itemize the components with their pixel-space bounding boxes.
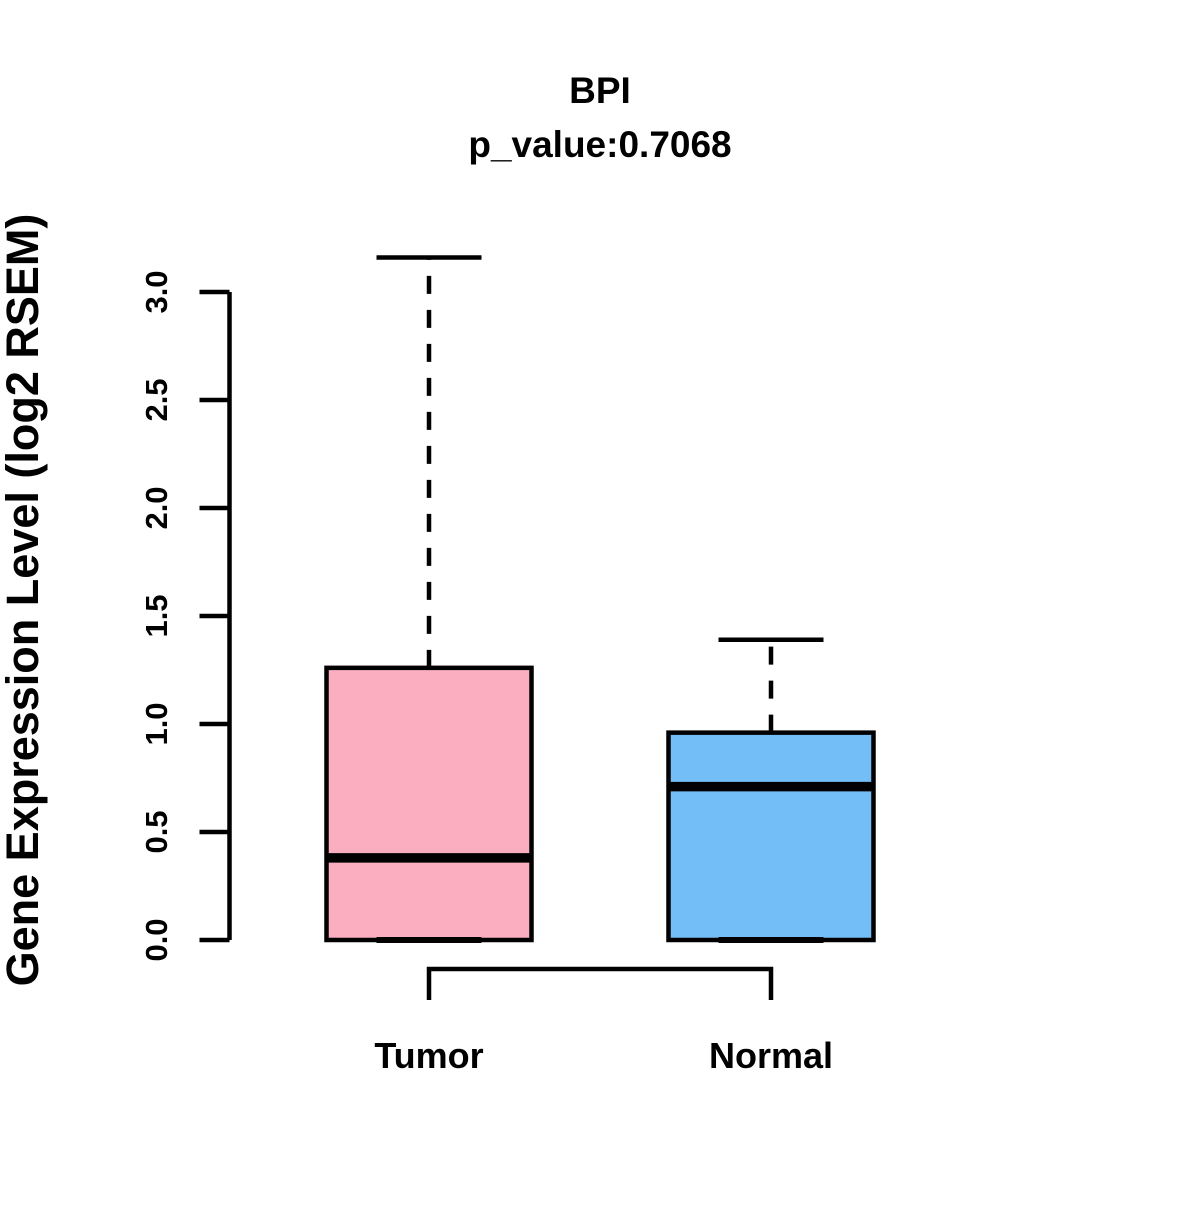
y-tick-label: 3.0 <box>139 270 174 313</box>
iqr-box <box>666 730 876 943</box>
x-axis <box>426 966 774 1000</box>
x-category-labels: Tumor Normal <box>374 1035 833 1076</box>
x-category-label: Tumor <box>374 1035 483 1076</box>
box-tumor <box>324 255 534 943</box>
y-tick-label: 2.0 <box>139 486 174 529</box>
y-tick-label: 0.0 <box>139 918 174 961</box>
box-group <box>324 255 876 943</box>
y-tick-label: 2.5 <box>139 378 174 421</box>
x-axis-bracket <box>426 966 774 1000</box>
y-tick-label: 0.5 <box>139 810 174 853</box>
box-normal <box>666 637 876 943</box>
x-category-label: Normal <box>709 1035 833 1076</box>
chart-subtitle: p_value:0.7068 <box>468 124 731 165</box>
iqr-box <box>324 665 534 943</box>
y-tick-label: 1.5 <box>139 594 174 637</box>
y-axis-label: Gene Expression Level (log2 RSEM) <box>0 214 48 987</box>
chart-title: BPI <box>569 70 631 111</box>
y-tick-label: 1.0 <box>139 702 174 745</box>
y-axis: 0.0 0.5 1.0 1.5 2.0 2.5 3.0 <box>139 270 232 962</box>
